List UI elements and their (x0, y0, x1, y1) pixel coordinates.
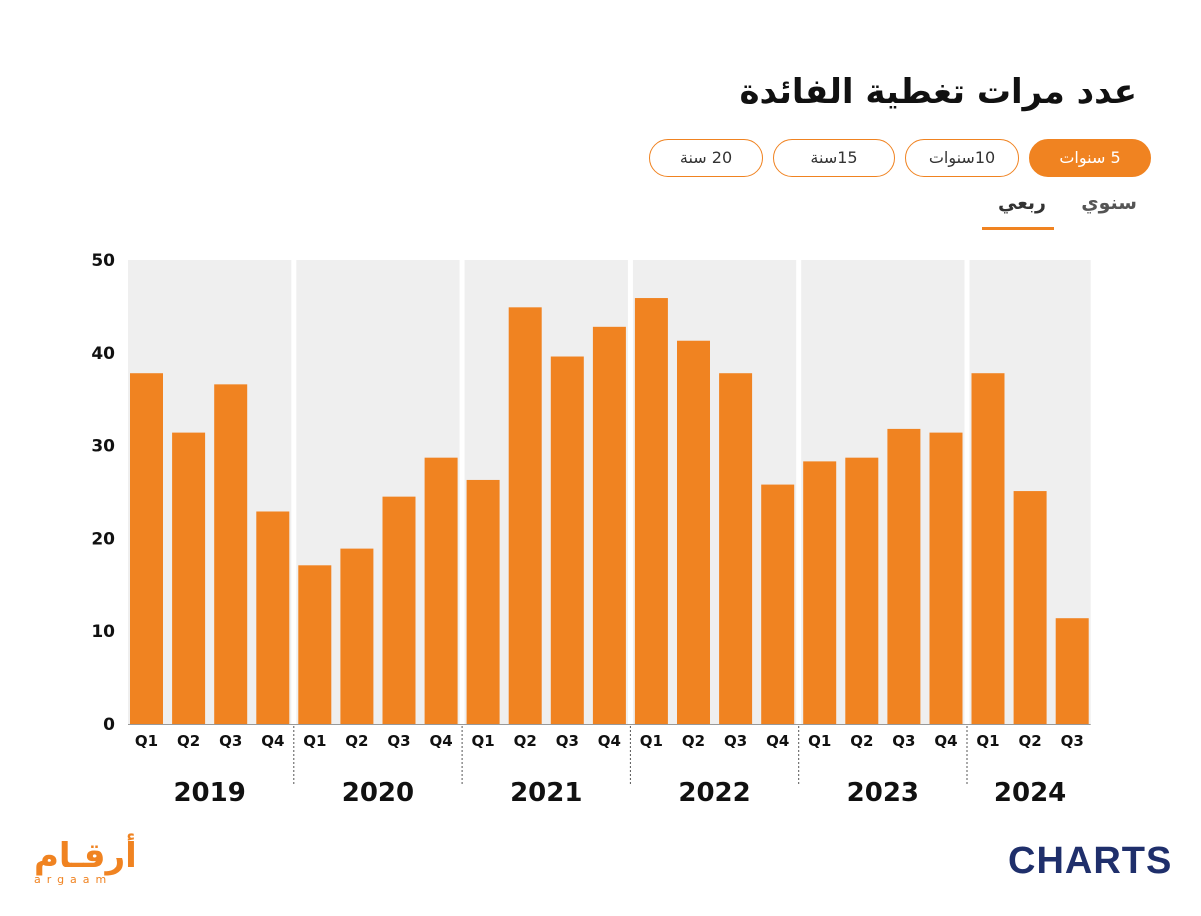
bar (803, 461, 837, 724)
bar (508, 307, 542, 724)
quarter-tick-label: Q2 (850, 732, 873, 750)
y-tick-label: 50 (91, 251, 115, 271)
bar (214, 384, 248, 724)
bar (887, 428, 921, 724)
bar (382, 496, 416, 724)
chart-title: عدد مرات تغطية الفائدة (739, 72, 1137, 112)
quarter-tick-label: Q4 (261, 732, 284, 750)
y-tick-label: 30 (91, 437, 115, 457)
year-label: 2020 (342, 778, 414, 808)
quarter-tick-label: Q1 (808, 732, 831, 750)
bar (298, 565, 332, 724)
bar (761, 484, 795, 724)
quarter-tick-label: Q4 (934, 732, 957, 750)
active-period-underline (982, 227, 1054, 230)
bar (929, 432, 963, 724)
quarter-tick-label: Q3 (1061, 732, 1084, 750)
bar (677, 340, 710, 724)
quarter-tick-label: Q2 (345, 732, 368, 750)
bar (550, 356, 584, 724)
quarter-tick-label: Q4 (766, 732, 789, 750)
bar (1055, 618, 1089, 724)
quarter-tick-label: Q3 (892, 732, 915, 750)
quarter-tick-label: Q1 (640, 732, 663, 750)
year-label: 2021 (510, 778, 582, 808)
quarter-tick-label: Q4 (429, 732, 452, 750)
range-tab-5-years[interactable]: 5 سنوات (1029, 139, 1151, 177)
y-tick-label: 0 (103, 715, 115, 735)
argaam-logo: أرقـام argaam (34, 838, 144, 888)
quarter-tick-label: Q4 (598, 732, 621, 750)
bar (340, 548, 374, 724)
year-label: 2022 (678, 778, 750, 808)
range-tab-20-years[interactable]: 20 سنة (649, 139, 763, 177)
period-tab-quarterly[interactable]: ربعي (997, 192, 1046, 214)
quarter-tick-label: Q1 (471, 732, 494, 750)
year-label: 2024 (994, 778, 1066, 808)
quarter-tick-label: Q2 (1018, 732, 1041, 750)
range-tab-10-years[interactable]: 10سنوات (905, 139, 1019, 177)
year-label: 2023 (847, 778, 919, 808)
charts-logo: CHARTS (1008, 840, 1173, 882)
bar (130, 373, 163, 724)
bar (845, 457, 879, 724)
quarter-tick-label: Q3 (556, 732, 579, 750)
bar (172, 432, 206, 724)
quarter-tick-label: Q3 (724, 732, 747, 750)
bar (424, 457, 458, 724)
year-label: 2019 (173, 778, 245, 808)
bar (466, 479, 500, 724)
quarter-tick-label: Q3 (219, 732, 242, 750)
range-tab-15-years[interactable]: 15سنة (773, 139, 895, 177)
range-tabs: 5 سنوات 10سنوات 15سنة 20 سنة (0, 139, 1201, 177)
argaam-logo-latin: argaam (34, 873, 113, 886)
quarter-tick-label: Q3 (387, 732, 410, 750)
y-tick-label: 10 (91, 622, 115, 642)
y-tick-label: 20 (91, 529, 115, 549)
period-tab-annual[interactable]: سنوي (1081, 192, 1137, 214)
bar (971, 373, 1005, 724)
y-tick-label: 40 (91, 344, 115, 364)
bar (592, 326, 626, 724)
quarter-tick-label: Q2 (514, 732, 537, 750)
quarter-tick-label: Q2 (177, 732, 200, 750)
argaam-logo-arabic: أرقـام (34, 836, 137, 876)
bar (1013, 491, 1047, 724)
quarter-tick-label: Q1 (135, 732, 158, 750)
quarter-tick-label: Q2 (682, 732, 705, 750)
bar (719, 373, 753, 724)
quarter-tick-label: Q1 (303, 732, 326, 750)
bar (256, 511, 290, 724)
bar (634, 298, 668, 724)
quarter-tick-label: Q1 (976, 732, 999, 750)
